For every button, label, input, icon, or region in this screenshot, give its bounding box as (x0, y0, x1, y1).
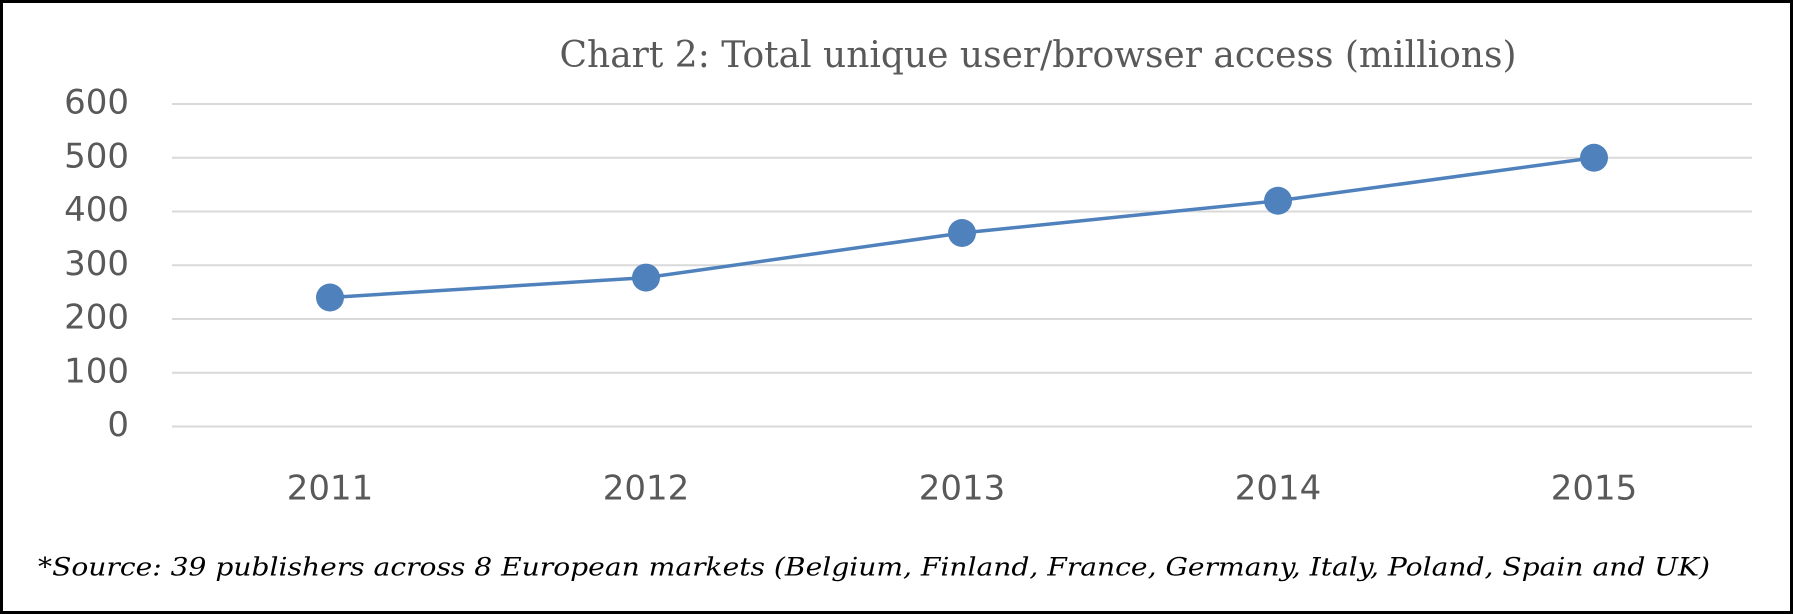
x-tick-label: 2011 (287, 469, 374, 509)
y-tick-label: 500 (64, 136, 129, 176)
x-tick-label: 2013 (919, 469, 1006, 509)
chart-title: Chart 2: Total unique user/browser acces… (559, 35, 1516, 76)
source-note: *Source: 39 publishers across 8 European… (38, 553, 1710, 582)
y-tick-label: 400 (64, 190, 129, 230)
marker (316, 283, 344, 312)
marker (632, 263, 660, 292)
marker (1580, 143, 1608, 172)
x-tick-label: 2015 (1551, 469, 1638, 509)
y-tick-label: 100 (64, 351, 129, 391)
x-tick-label: 2012 (603, 469, 690, 509)
marker (1264, 186, 1292, 215)
y-tick-label: 0 (107, 405, 129, 445)
y-tick-label: 600 (64, 83, 129, 123)
x-tick-label: 2014 (1235, 469, 1322, 509)
y-tick-label: 300 (64, 244, 129, 284)
marker (948, 219, 976, 247)
y-tick-label: 200 (64, 298, 129, 338)
